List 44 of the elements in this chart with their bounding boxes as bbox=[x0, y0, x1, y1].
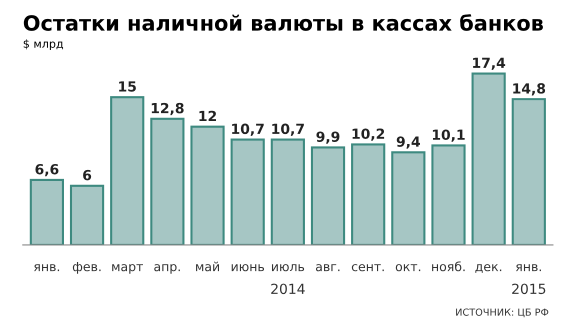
x-tick-label: фев. bbox=[72, 262, 101, 274]
x-tick-label: сент. bbox=[352, 264, 384, 272]
data-label: 10,7 bbox=[232, 124, 264, 136]
x-tick-label: дек. bbox=[475, 264, 502, 273]
data-label: 9,9 bbox=[316, 131, 340, 144]
bar bbox=[431, 144, 466, 245]
data-label: 10,7 bbox=[272, 124, 304, 136]
bar bbox=[110, 96, 144, 245]
x-tick-label: окт. bbox=[396, 264, 420, 272]
bar bbox=[512, 98, 546, 245]
data-label: 12 bbox=[199, 110, 216, 122]
data-label: 9,4 bbox=[396, 136, 420, 149]
data-label: 14,8 bbox=[513, 83, 546, 96]
data-label: 6 bbox=[83, 170, 92, 180]
bar bbox=[70, 184, 104, 245]
x-tick-label: нояб. bbox=[432, 261, 465, 272]
text: ИСТОЧНИК: ЦБ РФ bbox=[456, 308, 548, 318]
data-label: 15 bbox=[119, 81, 136, 92]
data-label: 10,1 bbox=[432, 129, 465, 142]
chart-title: Остатки наличной валюты в кассах банков bbox=[24, 14, 543, 31]
data-label: 17,4 bbox=[473, 58, 506, 70]
data-label: 10,2 bbox=[352, 128, 384, 141]
data-label: 6,6 bbox=[35, 164, 58, 176]
bar bbox=[230, 138, 265, 245]
text: 2014 bbox=[271, 284, 305, 294]
x-tick-label: март bbox=[112, 264, 143, 274]
bar bbox=[472, 72, 506, 245]
bar bbox=[270, 138, 305, 245]
bar bbox=[391, 151, 426, 245]
x-tick-label: авг. bbox=[316, 264, 340, 272]
x-tick-label: июль bbox=[272, 264, 304, 272]
bar bbox=[351, 143, 386, 245]
text: 2015 bbox=[512, 284, 546, 294]
bar bbox=[150, 118, 184, 245]
y-axis-title: $ млрд bbox=[24, 39, 64, 50]
bar bbox=[190, 126, 225, 245]
x-tick-label: май bbox=[196, 262, 220, 272]
data-label: 12,8 bbox=[152, 102, 184, 116]
x-tick-label: янв. bbox=[516, 264, 541, 272]
bar bbox=[30, 178, 64, 245]
bar bbox=[310, 146, 346, 245]
x-tick-label: июнь bbox=[232, 264, 264, 272]
x-tick-label: янв. bbox=[34, 264, 60, 272]
x-tick-label: апр. bbox=[154, 264, 180, 274]
